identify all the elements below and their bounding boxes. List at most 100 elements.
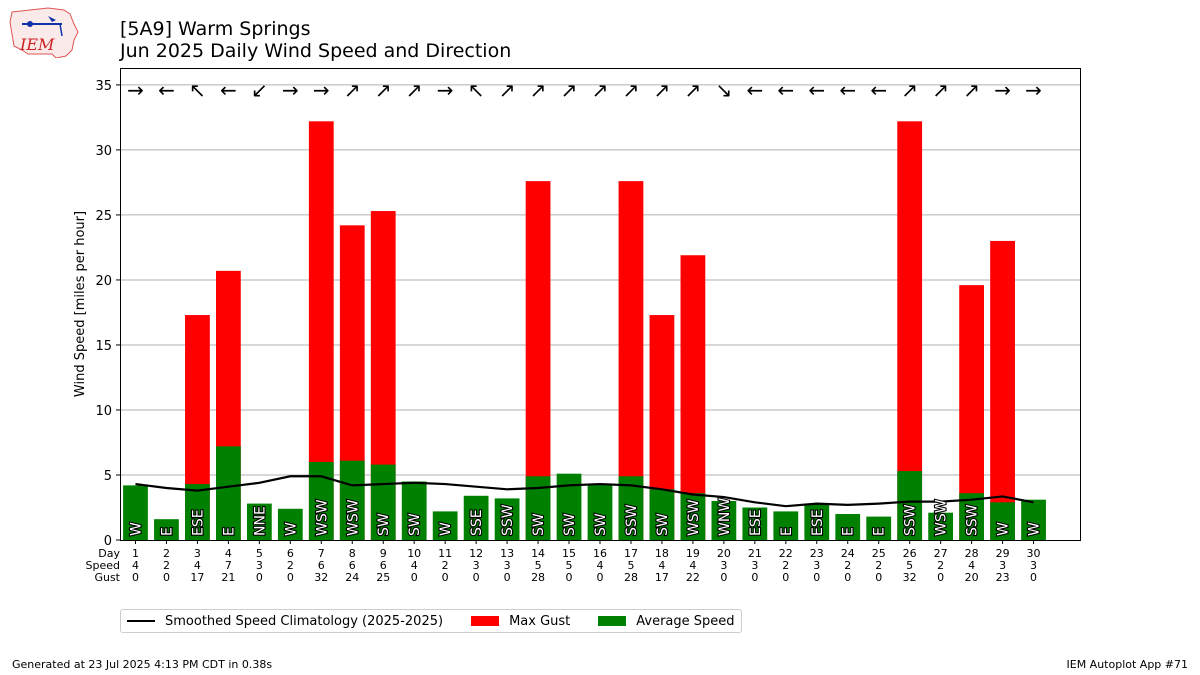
day-label: 11	[438, 547, 452, 560]
gust-label: 23	[996, 571, 1010, 584]
average-bar	[835, 513, 861, 540]
average-bar	[773, 511, 799, 540]
day-label: 9	[380, 547, 387, 560]
y-tick-label: 0	[104, 534, 112, 549]
direction-arrow: ←	[839, 78, 856, 102]
y-tick-label: 20	[95, 274, 112, 289]
gridlines	[120, 84, 1080, 476]
legend-item-climatology: Smoothed Speed Climatology (2025-2025)	[127, 614, 443, 629]
speed-label: 6	[380, 559, 387, 572]
direction-label: NNE	[252, 506, 268, 536]
speed-label: 3	[473, 559, 480, 572]
direction-label: WSW	[686, 499, 702, 536]
day-label: 26	[903, 547, 917, 560]
gust-label: 0	[782, 571, 789, 584]
speed-label: 3	[256, 559, 263, 572]
direction-arrow: ↗	[685, 78, 702, 102]
day-label: 12	[469, 547, 483, 560]
speed-label: 2	[163, 559, 170, 572]
direction-arrow: →	[994, 78, 1011, 102]
day-label: 5	[256, 547, 263, 560]
average-bar	[804, 503, 830, 540]
direction-label: W	[1027, 522, 1043, 536]
footer-app: IEM Autoplot App #71	[1066, 658, 1189, 671]
gust-label: 0	[751, 571, 758, 584]
speed-label: 5	[535, 559, 542, 572]
direction-arrow: →	[1025, 78, 1042, 102]
direction-arrow: ↗	[344, 78, 361, 102]
day-label: 20	[717, 547, 731, 560]
average-bar	[928, 512, 954, 540]
speed-label: 2	[844, 559, 851, 572]
logo-text: IEM	[19, 35, 55, 54]
direction-arrow: ↗	[901, 78, 918, 102]
direction-label: ESE	[748, 509, 764, 536]
day-label: 23	[810, 547, 824, 560]
day-label: 25	[872, 547, 886, 560]
direction-arrow: ←	[158, 78, 175, 102]
direction-arrow: ↙	[251, 78, 268, 102]
gust-label: 0	[597, 571, 604, 584]
gust-label: 25	[376, 571, 390, 584]
day-label: 28	[965, 547, 979, 560]
average-bar	[990, 502, 1015, 540]
speed-label: 3	[999, 559, 1006, 572]
day-label: 30	[1027, 547, 1041, 560]
average-bar	[680, 493, 706, 540]
direction-label: SW	[562, 513, 578, 536]
y-axis: 0 5 10 15 20 25 30 35	[95, 79, 120, 549]
gust-bar	[897, 121, 923, 541]
gust-label: 0	[875, 571, 882, 584]
legend-average-swatch	[598, 616, 627, 626]
gust-label: 0	[473, 571, 480, 584]
average-bar	[277, 508, 303, 540]
direction-arrow: ↗	[530, 78, 547, 102]
direction-label: ESE	[810, 509, 826, 536]
direction-label: SSW	[903, 504, 919, 536]
day-label: 29	[996, 547, 1010, 560]
y-tick-label: 10	[95, 404, 112, 419]
direction-label: E	[221, 527, 237, 536]
direction-arrow: ↖	[468, 78, 485, 102]
speed-label: 3	[720, 559, 727, 572]
direction-arrow: →	[437, 78, 454, 102]
gust-label: 0	[1030, 571, 1037, 584]
direction-arrow: ←	[777, 78, 794, 102]
gust-bar	[990, 240, 1015, 540]
direction-label: W	[996, 522, 1012, 536]
gust-label: 0	[844, 571, 851, 584]
direction-label: E	[159, 527, 175, 536]
gust-label: 0	[411, 571, 418, 584]
row-label-speed: Speed	[86, 559, 120, 572]
speed-label: 4	[411, 559, 418, 572]
average-bar	[123, 485, 148, 540]
day-label: 27	[934, 547, 948, 560]
direction-arrows: → ← ↖ ← ↙ → → ↗ ↗ ↗ → ↖ ↗ ↗ ↗ ↗ ↗ ↗ ↗ ↘ ← ← ← ← ← ↗ ↗ ↗ → →	[127, 78, 1042, 102]
speed-label: 7	[225, 559, 232, 572]
gust-label: 28	[531, 571, 545, 584]
y-axis-label: Wind Speed [miles per hour]	[73, 211, 88, 397]
direction-arrow: ↗	[654, 78, 671, 102]
direction-arrow: ←	[808, 78, 825, 102]
x-axis-table: Day Speed Gust 1402203417472153062076328…	[86, 540, 1041, 584]
direction-arrow: ←	[220, 78, 237, 102]
speed-label: 5	[906, 559, 913, 572]
average-bar	[154, 519, 179, 540]
direction-arrow: ↗	[932, 78, 949, 102]
gust-label: 28	[624, 571, 638, 584]
legend-label-climatology: Smoothed Speed Climatology (2025-2025)	[165, 613, 444, 629]
day-label: 16	[593, 547, 607, 560]
direction-label: SW	[407, 513, 423, 536]
day-label: 2	[163, 547, 170, 560]
gust-label: 0	[937, 571, 944, 584]
gust-label: 17	[655, 571, 669, 584]
legend: Smoothed Speed Climatology (2025-2025) M…	[120, 609, 742, 633]
average-bar	[494, 498, 520, 540]
speed-label: 4	[689, 559, 696, 572]
speed-label: 2	[937, 559, 944, 572]
day-label: 15	[562, 547, 576, 560]
chart-title: [5A9] Warm Springs	[120, 18, 311, 40]
speed-label: 4	[968, 559, 975, 572]
day-label: 3	[194, 547, 201, 560]
